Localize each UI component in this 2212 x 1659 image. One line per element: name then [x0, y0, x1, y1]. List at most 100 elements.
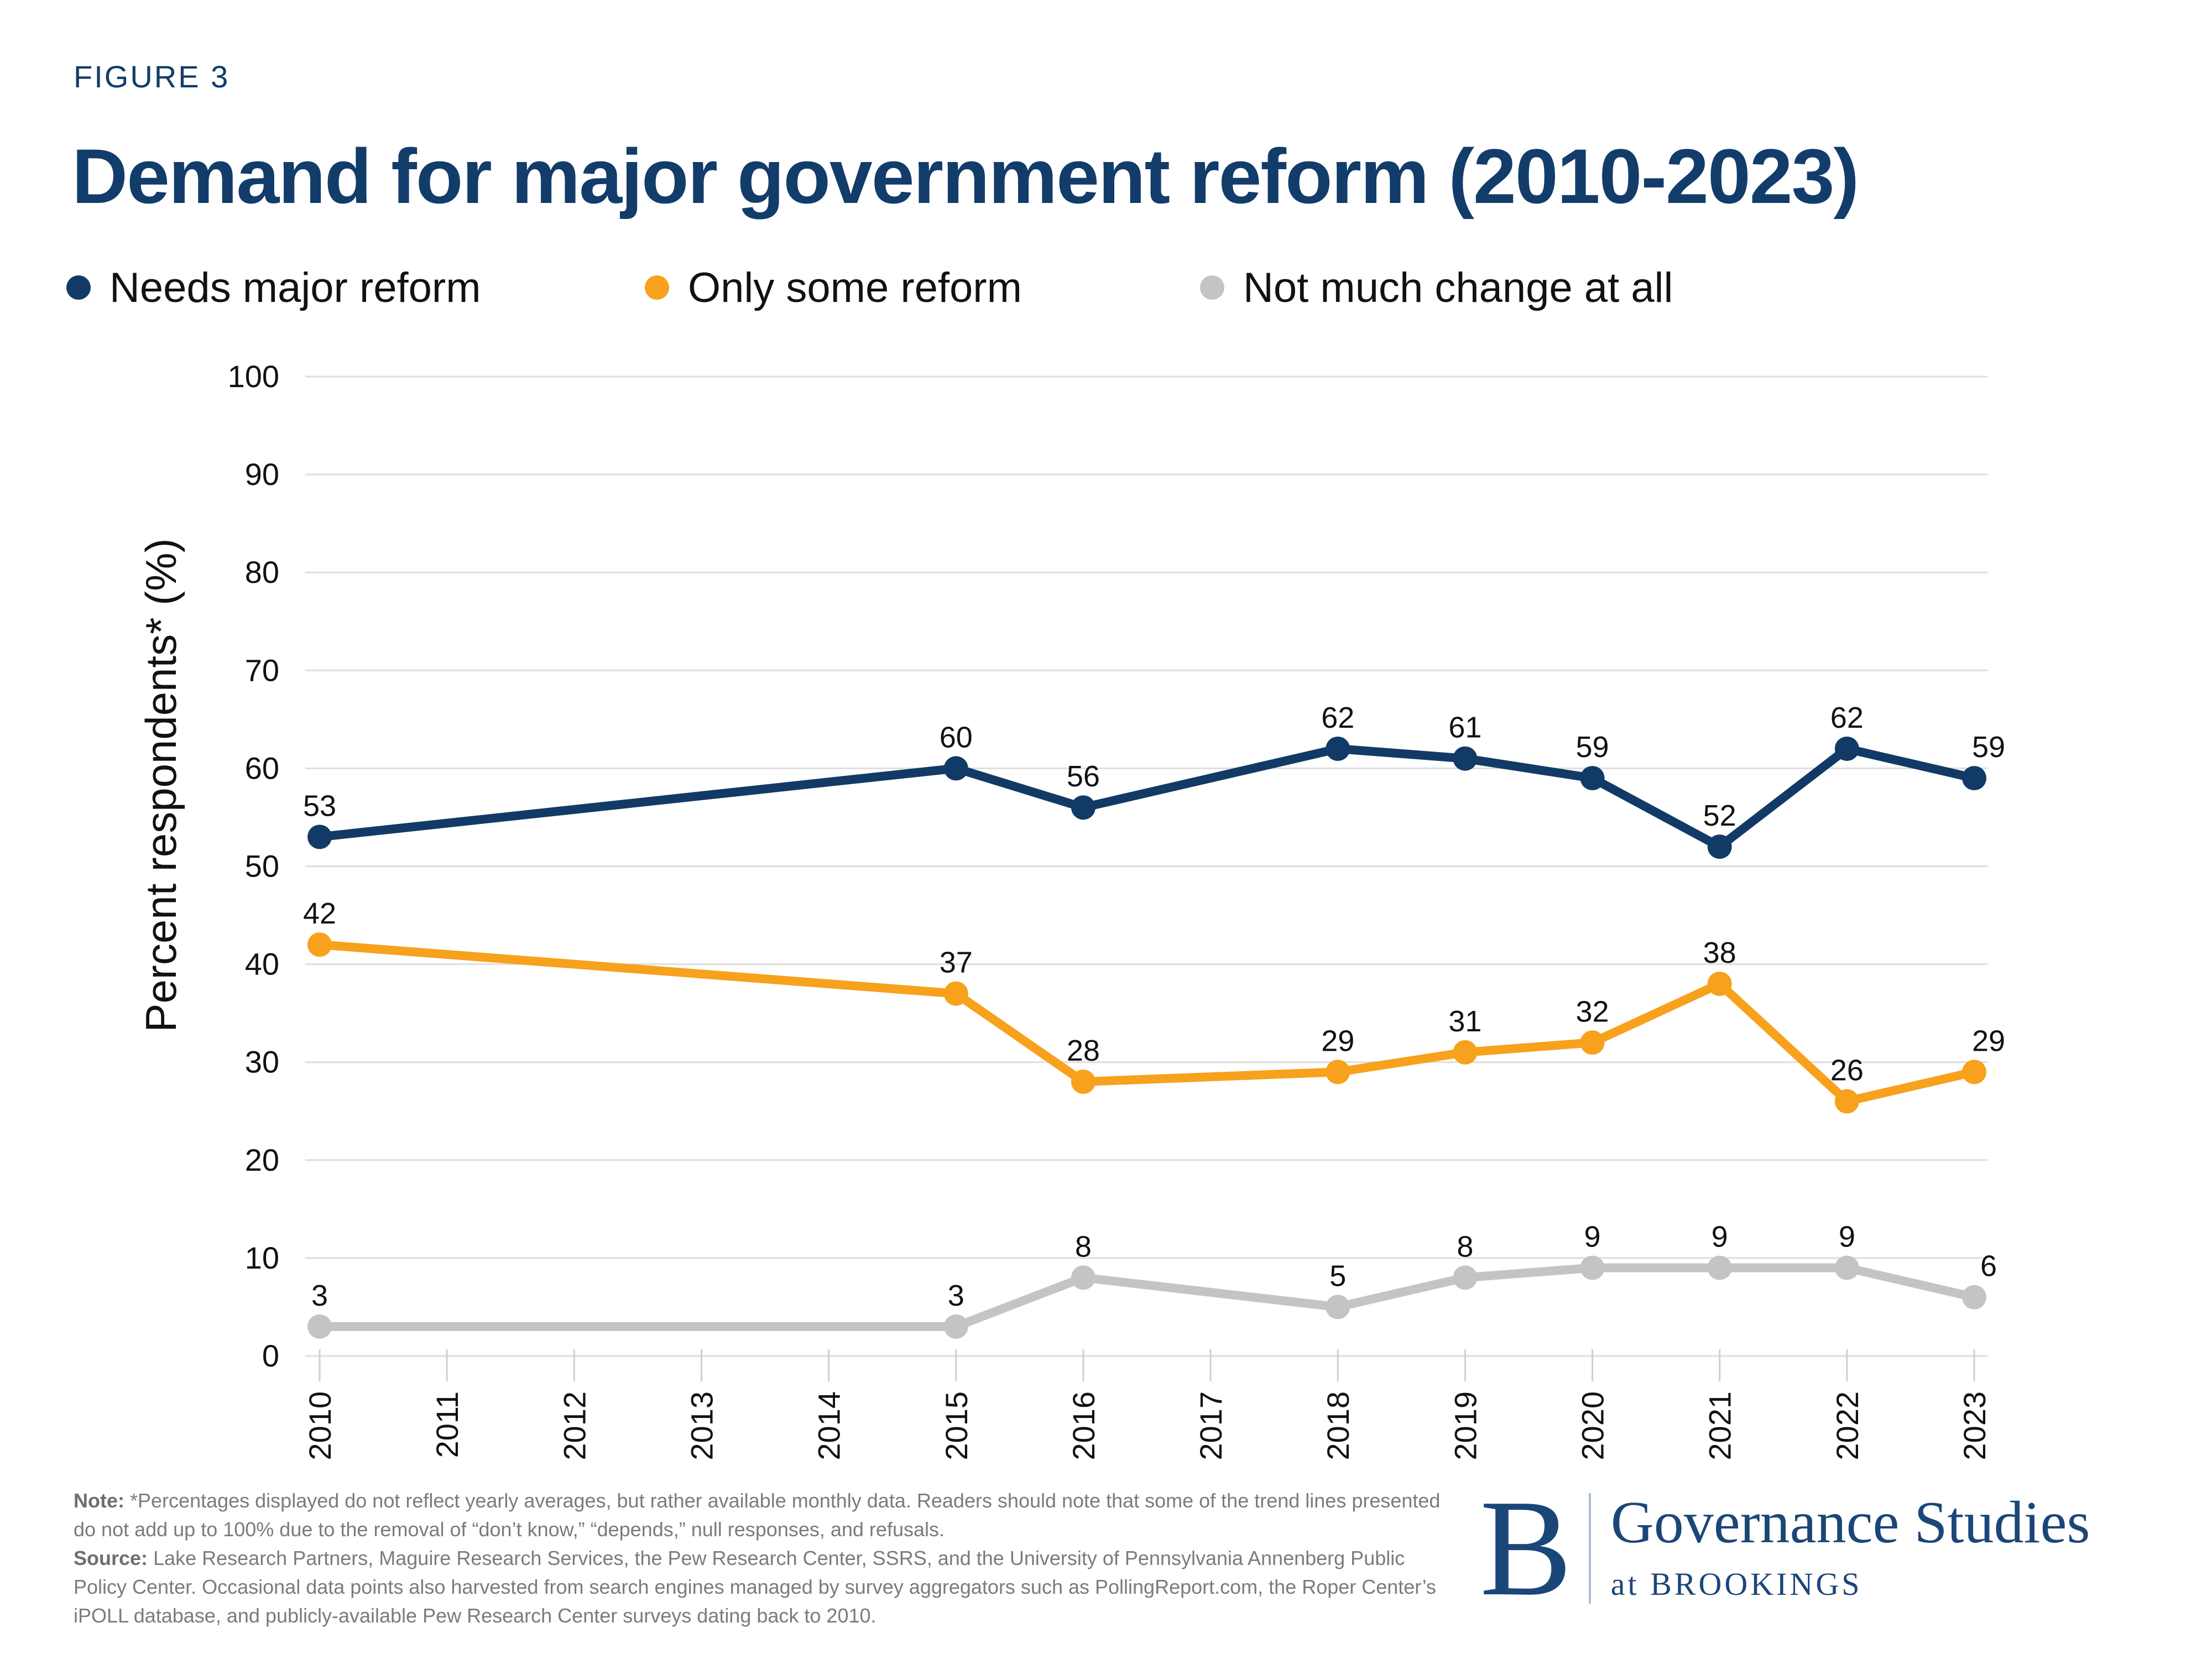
source: Source: Lake Research Partners, Maguire … — [74, 1544, 1445, 1630]
logo-governance-studies: Governance Studies — [1610, 1490, 2090, 1556]
data-point-2021 — [1707, 1255, 1732, 1280]
source-text: Lake Research Partners, Maguire Research… — [74, 1547, 1436, 1627]
note-text: *Percentages displayed do not reflect ye… — [74, 1489, 1441, 1541]
y-tick-label: 10 — [245, 1240, 279, 1275]
data-label: 29 — [1972, 1024, 2005, 1057]
data-label: 9 — [1839, 1220, 1855, 1254]
data-point-2023 — [1962, 766, 1987, 791]
x-tick-label: 2014 — [812, 1391, 847, 1460]
y-tick-label: 30 — [245, 1045, 279, 1079]
data-point-2016 — [1071, 1070, 1095, 1094]
data-point-2019 — [1453, 746, 1478, 771]
logo-at-brookings: at BROOKINGS — [1610, 1566, 1863, 1602]
y-tick-label: 20 — [245, 1142, 279, 1177]
data-label: 62 — [1830, 701, 1864, 734]
logo-divider — [1588, 1493, 1591, 1604]
legend-item-label: Needs major reform — [109, 264, 481, 311]
legend-dot-navy-icon — [66, 275, 91, 300]
data-point-2021 — [1707, 834, 1732, 859]
y-tick-label: 90 — [245, 457, 279, 492]
x-tick-label: 2013 — [684, 1391, 719, 1460]
x-tick-label: 2011 — [430, 1391, 465, 1458]
data-label: 3 — [311, 1279, 328, 1312]
chart-title: Demand for major government reform (2010… — [72, 133, 1859, 220]
data-point-2010 — [307, 825, 332, 849]
y-tick-label: 100 — [228, 359, 279, 394]
data-point-2015 — [943, 981, 968, 1006]
brookings-logo: B Governance Studies at BROOKINGS — [1480, 1472, 2090, 1625]
x-tick-label: 2012 — [557, 1391, 592, 1460]
data-label: 53 — [303, 789, 336, 822]
data-point-2020 — [1580, 766, 1605, 791]
data-point-2023 — [1962, 1285, 1987, 1310]
data-label: 56 — [1067, 760, 1100, 793]
logo-text-block: Governance Studies at BROOKINGS — [1611, 1493, 2090, 1600]
legend-item-label: Not much change at all — [1243, 264, 1673, 311]
data-point-2023 — [1962, 1060, 1987, 1084]
series-only-some-reform: 42 37 28 29 31 32 38 26 29 — [303, 897, 2005, 1114]
data-point-2018 — [1326, 736, 1350, 761]
data-label: 29 — [1321, 1024, 1354, 1057]
data-label: 37 — [940, 946, 973, 979]
data-point-2022 — [1834, 1255, 1859, 1280]
data-label: 59 — [1576, 731, 1609, 764]
x-tick-label: 2010 — [302, 1391, 337, 1460]
note: Note: *Percentages displayed do not refl… — [74, 1486, 1445, 1544]
data-label: 8 — [1457, 1230, 1473, 1263]
x-tick-label: 2023 — [1957, 1391, 1992, 1460]
legend-dot-gray-icon — [1200, 275, 1224, 300]
data-label: 26 — [1830, 1054, 1864, 1087]
data-point-2020 — [1580, 1255, 1605, 1280]
data-label: 62 — [1321, 701, 1354, 734]
legend-item-not-much-change: Not much change at all — [1200, 252, 1673, 324]
x-tick-label: 2020 — [1575, 1391, 1610, 1460]
y-tick-label: 80 — [245, 555, 279, 589]
data-point-2018 — [1326, 1295, 1350, 1319]
data-label: 8 — [1075, 1230, 1092, 1263]
x-tick-label: 2015 — [939, 1391, 974, 1460]
data-label: 9 — [1584, 1220, 1601, 1254]
data-point-2021 — [1707, 972, 1732, 997]
x-tick-label: 2021 — [1703, 1391, 1738, 1460]
note-label: Note: — [74, 1489, 124, 1512]
data-label: 42 — [303, 897, 336, 930]
data-point-2018 — [1326, 1060, 1350, 1084]
data-label: 5 — [1329, 1259, 1346, 1292]
legend-item-only-some-reform: Only some reform — [645, 252, 1022, 324]
data-label: 61 — [1448, 711, 1481, 744]
data-point-2019 — [1453, 1265, 1478, 1290]
y-tick-label: 40 — [245, 947, 279, 982]
figure-label: FIGURE 3 — [74, 59, 230, 94]
x-tick-label: 2017 — [1193, 1391, 1228, 1460]
data-label: 9 — [1712, 1220, 1728, 1254]
data-label: 38 — [1703, 936, 1736, 969]
x-tick-label: 2022 — [1830, 1391, 1865, 1460]
x-tick-label: 2016 — [1066, 1391, 1101, 1460]
x-tick-label: 2019 — [1448, 1391, 1483, 1460]
y-axis-title: Percent respondents* (%) — [137, 538, 185, 1032]
data-label: 6 — [1980, 1250, 1997, 1283]
data-point-2015 — [943, 756, 968, 781]
data-point-2022 — [1834, 1089, 1859, 1114]
data-label: 52 — [1703, 799, 1736, 832]
y-tick-label: 70 — [245, 653, 279, 687]
legend-dot-orange-icon — [645, 275, 669, 300]
source-label: Source: — [74, 1547, 148, 1569]
data-point-2015 — [943, 1314, 968, 1339]
data-point-2016 — [1071, 795, 1095, 820]
data-point-2010 — [307, 932, 332, 957]
data-point-2020 — [1580, 1030, 1605, 1055]
data-label: 59 — [1972, 731, 2005, 764]
series-needs-major-reform: 53 60 56 62 61 59 52 62 59 — [303, 701, 2005, 859]
data-point-2019 — [1453, 1040, 1478, 1065]
data-label: 60 — [940, 721, 973, 754]
note-block: Note: *Percentages displayed do not refl… — [74, 1486, 1445, 1630]
logo-b: B — [1480, 1472, 1572, 1625]
data-label: 31 — [1448, 1005, 1481, 1038]
y-tick-label: 60 — [245, 750, 279, 785]
series-not-much-change-at-all: 3 3 8 5 8 9 9 9 6 — [307, 1220, 1997, 1339]
data-point-2010 — [307, 1314, 332, 1339]
legend-item-label: Only some reform — [688, 264, 1022, 311]
